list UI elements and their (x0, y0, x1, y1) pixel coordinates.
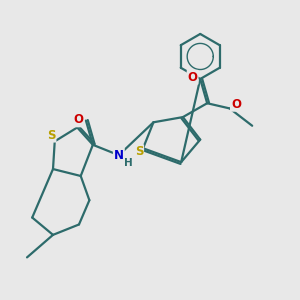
Text: N: N (114, 149, 124, 162)
Text: O: O (231, 98, 241, 111)
Text: H: H (124, 158, 133, 168)
Text: O: O (73, 113, 83, 126)
Text: O: O (188, 71, 198, 84)
Text: S: S (135, 145, 143, 158)
Text: S: S (47, 129, 56, 142)
